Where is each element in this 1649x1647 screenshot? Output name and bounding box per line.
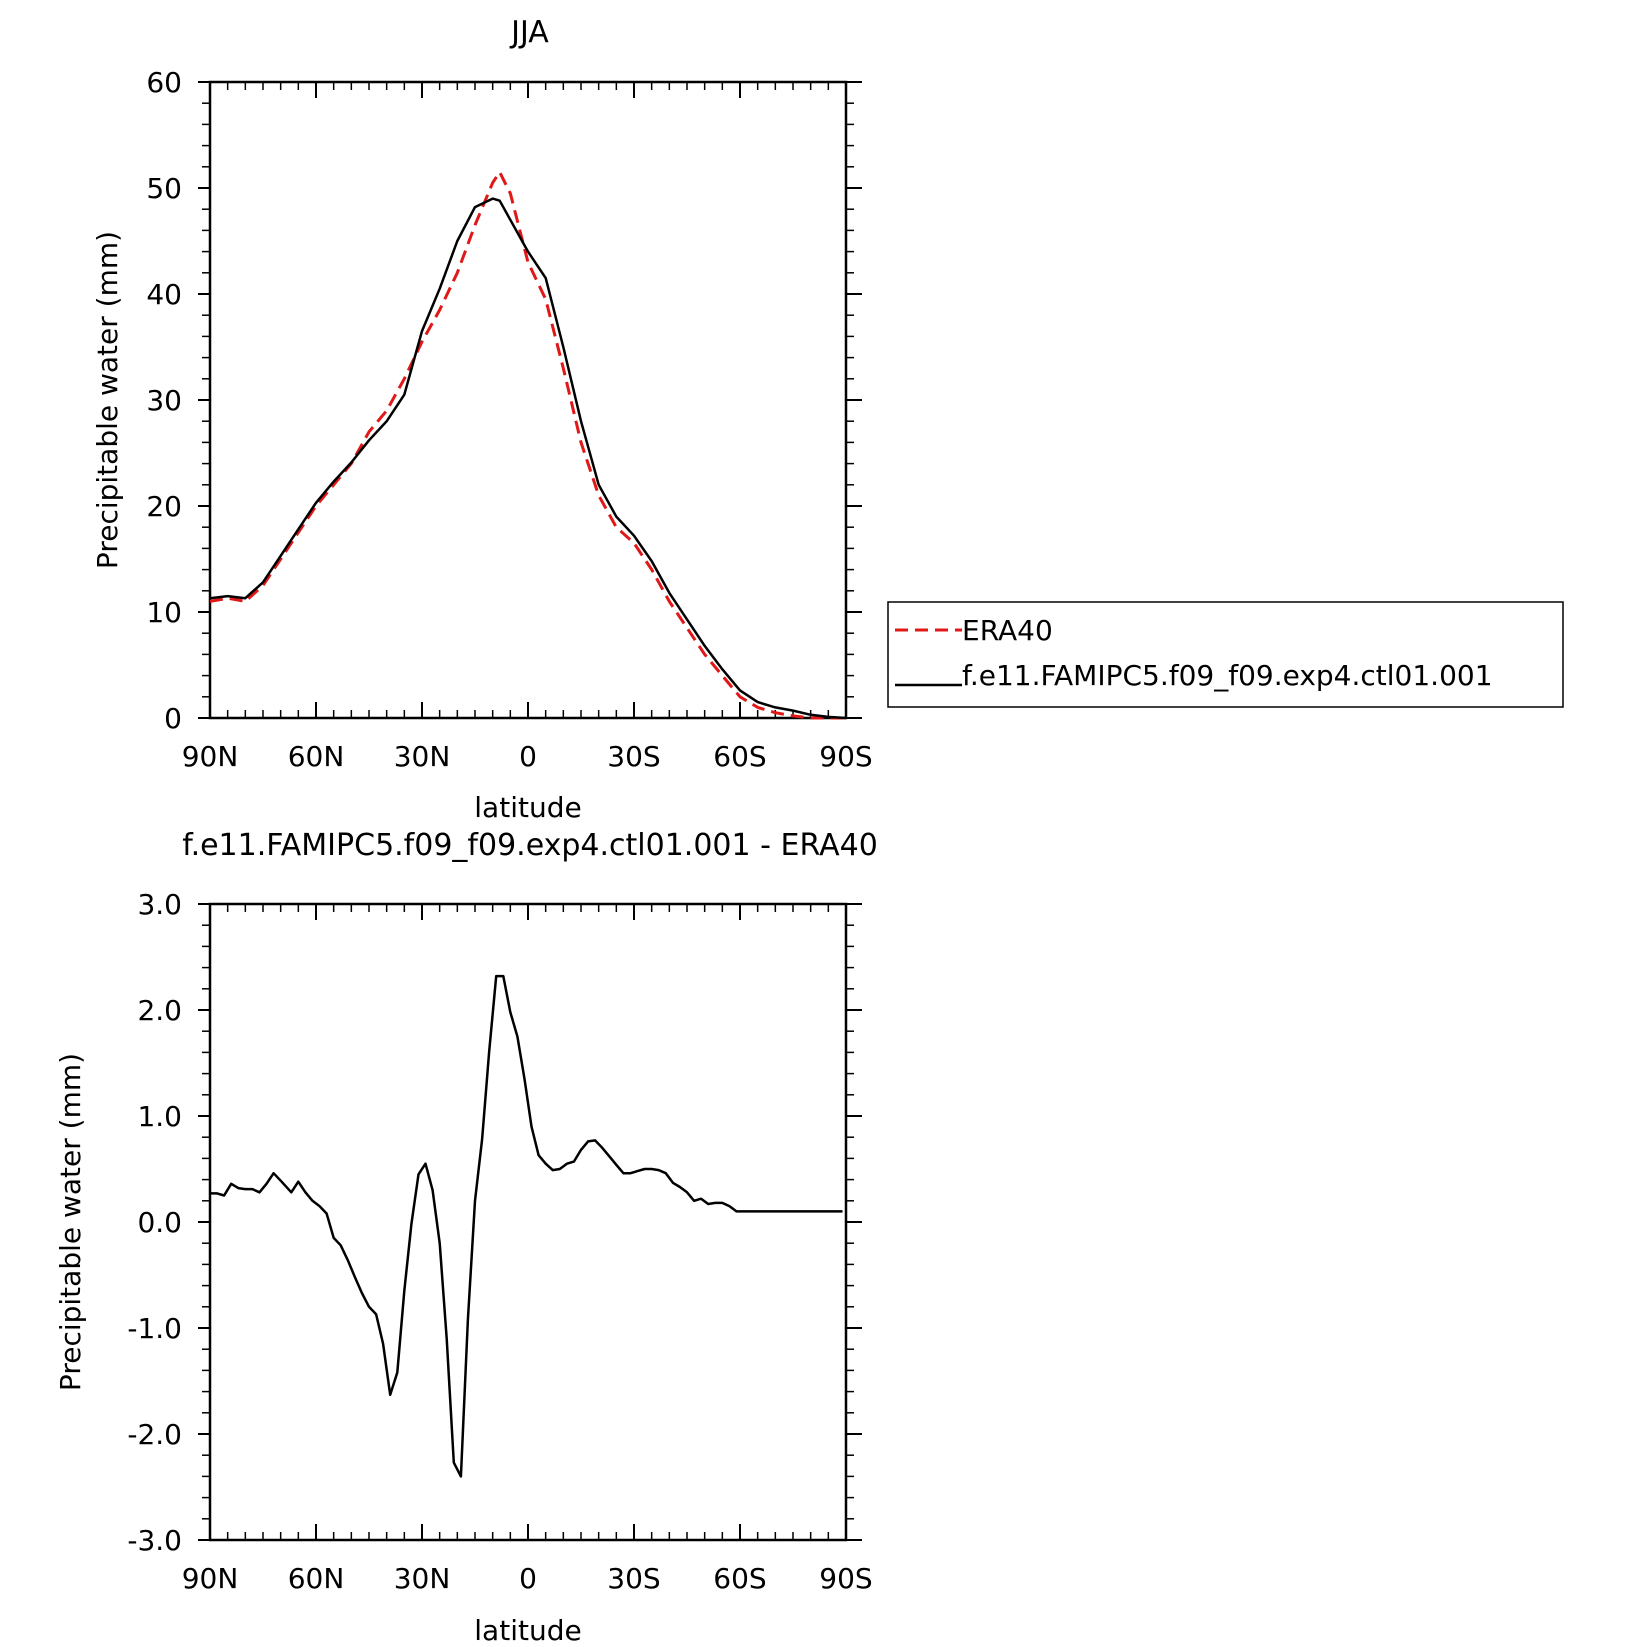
bottom-plot-frame xyxy=(208,902,848,1542)
top-y-tick-label: 60 xyxy=(146,66,182,99)
top-y-tick-label: 0 xyxy=(164,702,182,735)
top-y-tick-label: 40 xyxy=(146,278,182,311)
bottom-chart-title: f.e11.FAMIPC5.f09_f09.exp4.ctl01.001 - E… xyxy=(182,828,878,863)
bottom-x-tick-label: 90S xyxy=(819,1562,872,1595)
legend: ERA40 f.e11.FAMIPC5.f09_f09.exp4.ctl01.0… xyxy=(887,601,1564,708)
bottom-tick-labels: 90N 60N 30N 0 30S 60S 90S -3.0 -2.0 -1.0 0.0 1.0 2.0… xyxy=(127,888,872,1595)
bottom-y-tick-label: 0.0 xyxy=(137,1206,182,1239)
bottom-series-lines xyxy=(210,974,843,1478)
top-panel: JJA 90N 60N 30N 0 30S 60S 90S 0 10 20 30 40 50 60 lat… xyxy=(91,15,873,824)
top-series-line-model xyxy=(209,197,847,720)
top-x-axis-label: latitude xyxy=(474,791,581,824)
bottom-x-tick-label: 90N xyxy=(182,1562,239,1595)
top-x-tick-label: 90S xyxy=(819,740,872,773)
bottom-series-line-difference xyxy=(210,974,843,1478)
bottom-y-axis-label: Precipitable water (mm) xyxy=(54,1053,87,1391)
legend-label-era40: ERA40 xyxy=(962,614,1053,647)
top-y-tick-label: 30 xyxy=(146,384,182,417)
top-y-tick-label: 20 xyxy=(146,490,182,523)
top-plot-frame xyxy=(208,80,848,720)
bottom-x-tick-label: 60S xyxy=(713,1562,766,1595)
top-x-tick-label: 90N xyxy=(182,740,239,773)
top-x-tick-label: 60S xyxy=(713,740,766,773)
top-x-tick-label: 60N xyxy=(288,740,345,773)
top-ticks xyxy=(198,81,862,719)
bottom-y-tick-label: -2.0 xyxy=(127,1418,182,1451)
legend-label-model: f.e11.FAMIPC5.f09_f09.exp4.ctl01.001 xyxy=(962,659,1493,692)
top-x-tick-label: 30S xyxy=(607,740,660,773)
bottom-x-axis-label: latitude xyxy=(474,1614,581,1647)
bottom-x-tick-label: 30N xyxy=(394,1562,451,1595)
bottom-y-tick-label: 2.0 xyxy=(137,994,182,1027)
top-y-tick-label: 50 xyxy=(146,172,182,205)
bottom-y-tick-label: -3.0 xyxy=(127,1524,182,1557)
top-chart-title: JJA xyxy=(509,15,549,50)
top-x-tick-label: 0 xyxy=(519,740,537,773)
bottom-x-tick-label: 60N xyxy=(288,1562,345,1595)
top-series-line-era40 xyxy=(209,170,846,720)
bottom-ticks xyxy=(198,903,862,1541)
top-series-lines xyxy=(209,170,847,720)
bottom-y-tick-label: 1.0 xyxy=(137,1100,182,1133)
legend-box xyxy=(887,601,1564,708)
top-tick-labels: 90N 60N 30N 0 30S 60S 90S 0 10 20 30 40 50 60 xyxy=(146,66,872,773)
top-y-axis-label: Precipitable water (mm) xyxy=(91,231,124,569)
top-x-tick-label: 30N xyxy=(394,740,451,773)
top-y-tick-label: 10 xyxy=(146,596,182,629)
bottom-y-tick-label: 3.0 xyxy=(137,888,182,921)
bottom-x-tick-label: 0 xyxy=(519,1562,537,1595)
bottom-y-tick-label: -1.0 xyxy=(127,1312,182,1345)
bottom-panel: f.e11.FAMIPC5.f09_f09.exp4.ctl01.001 - E… xyxy=(54,828,878,1647)
bottom-x-tick-label: 30S xyxy=(607,1562,660,1595)
